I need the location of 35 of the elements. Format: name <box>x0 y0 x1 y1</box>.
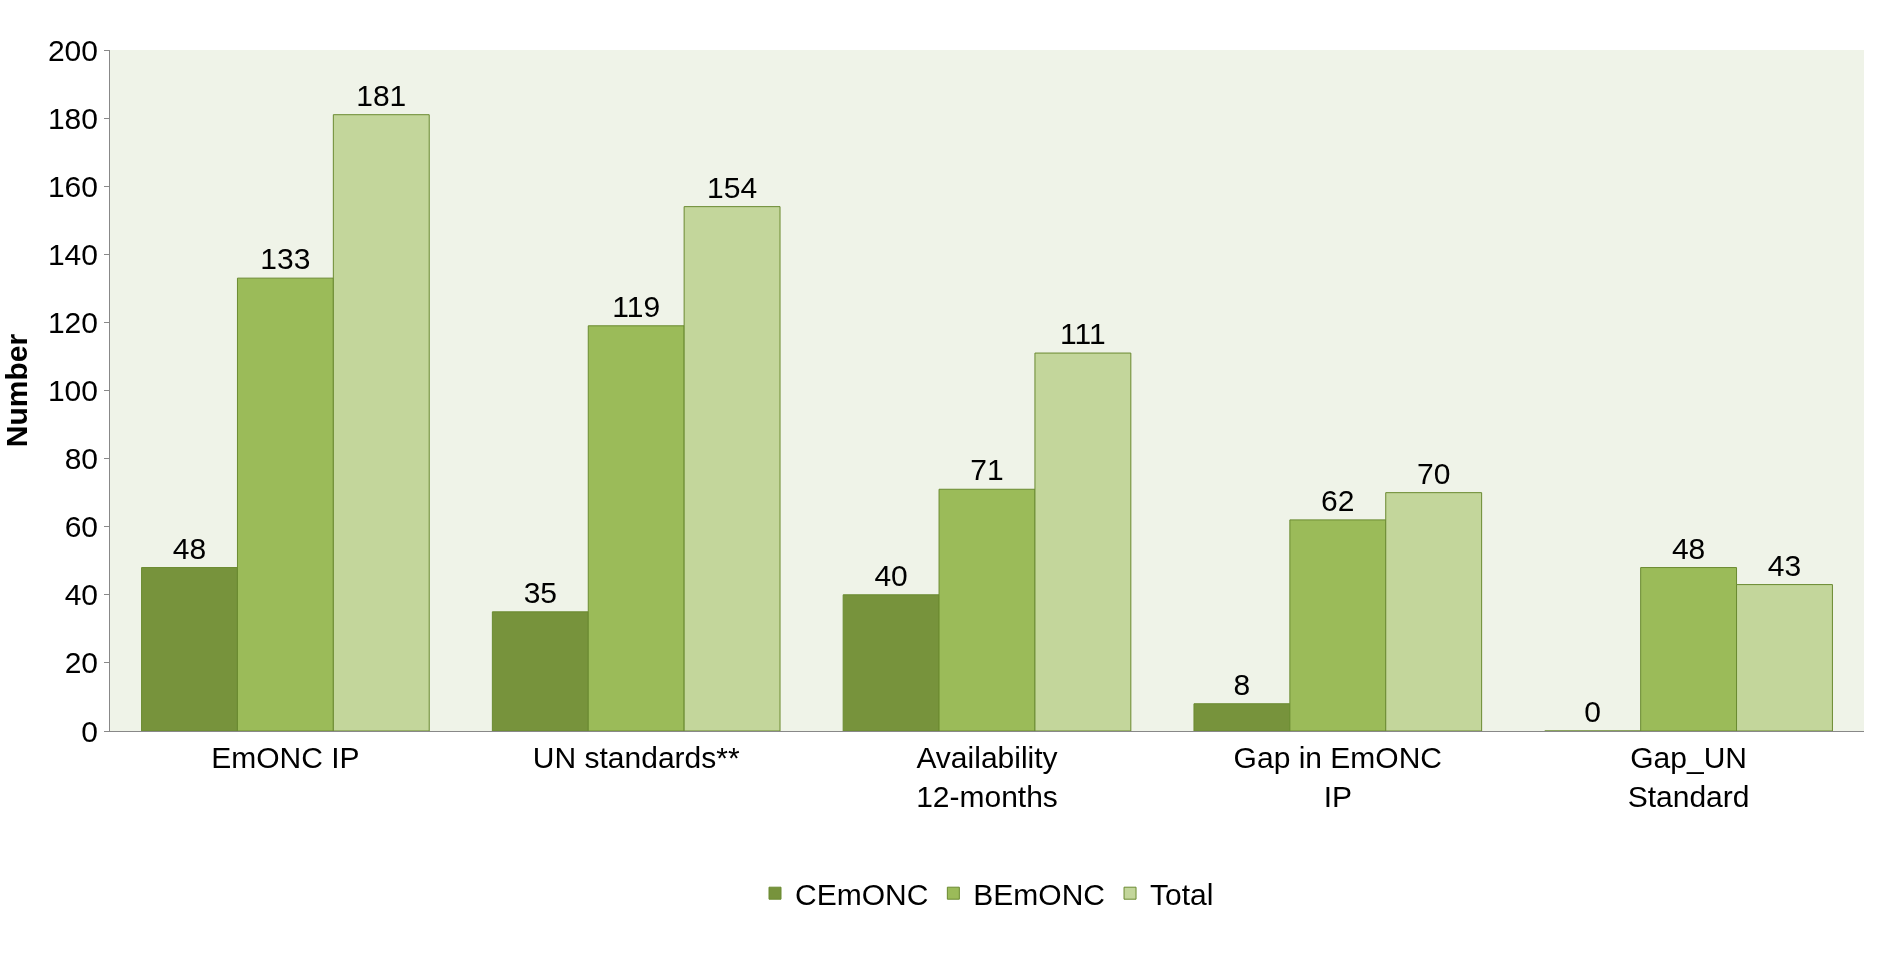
data-label: 181 <box>356 78 407 112</box>
data-label: 0 <box>1584 695 1602 728</box>
y-tick-label: 40 <box>64 578 98 612</box>
data-label: 48 <box>172 531 207 565</box>
data-label: 119 <box>612 289 661 323</box>
data-label: 154 <box>707 170 758 204</box>
data-label: 8 <box>1233 667 1251 701</box>
y-tick-label: 100 <box>47 374 98 407</box>
data-label: 62 <box>1321 483 1355 517</box>
y-tick-label: 180 <box>47 101 98 135</box>
data-label: 43 <box>1767 548 1802 582</box>
y-tick-label: 140 <box>47 237 98 271</box>
x-tick-label: Gap_UN Standard <box>1627 741 1750 813</box>
data-label: 48 <box>1671 531 1706 565</box>
y-axis-title: Number <box>0 333 33 448</box>
data-label: 71 <box>970 453 1004 487</box>
y-tick-label: 20 <box>64 646 98 680</box>
data-label: 133 <box>260 242 311 276</box>
legend-label: CEmONC <box>795 877 929 911</box>
legend-label: Total <box>1150 877 1214 911</box>
data-label: 111 <box>1060 317 1106 351</box>
x-tick-label: EmONC IP <box>211 741 360 774</box>
x-tick-label: Availability 12-months <box>916 741 1058 813</box>
y-tick-label: 60 <box>64 510 98 544</box>
x-tick-label: Gap in EmONC IP <box>1233 741 1442 813</box>
y-tick-label: 80 <box>64 442 98 476</box>
y-tick-label: 160 <box>47 169 98 203</box>
y-tick-label: 0 <box>81 714 98 748</box>
legend-label: BEmONC <box>973 877 1106 911</box>
y-tick-label: 200 <box>47 33 98 67</box>
y-tick-label: 120 <box>47 305 98 339</box>
x-tick-label: UN standards** <box>532 741 740 774</box>
data-label: 35 <box>523 575 557 609</box>
data-label: 70 <box>1417 456 1451 490</box>
data-label: 40 <box>874 558 908 592</box>
